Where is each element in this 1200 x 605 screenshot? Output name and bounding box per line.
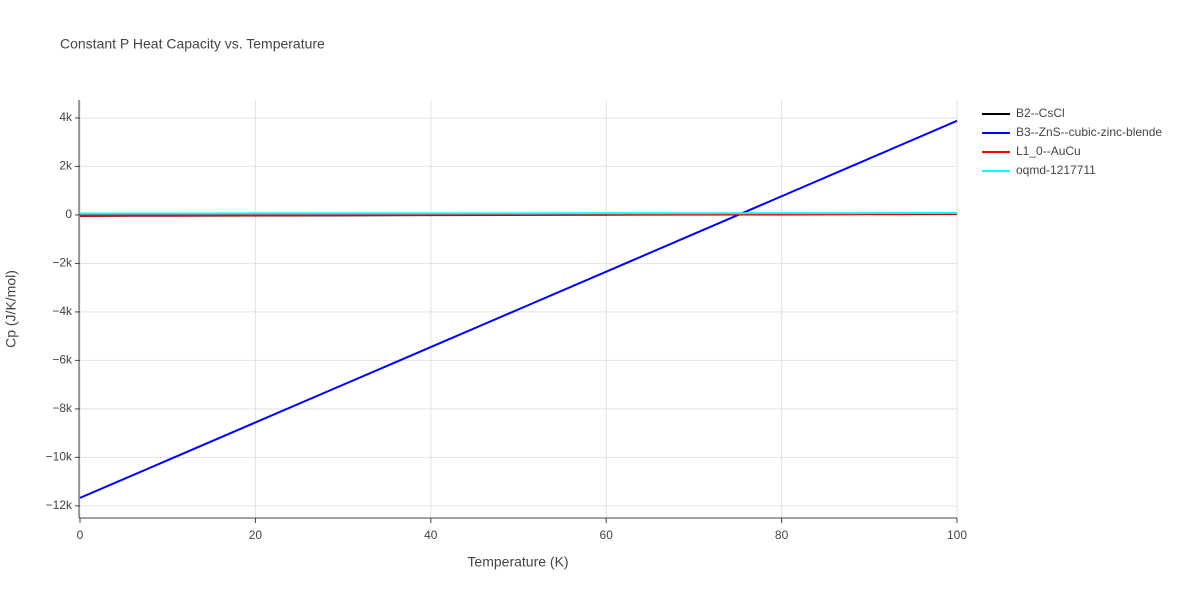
- legend-label: B3--ZnS--cubic-zinc-blende: [1016, 125, 1162, 139]
- plot-lines: [80, 121, 957, 498]
- y-tick-label: −10k: [46, 450, 73, 464]
- y-tick-label: 2k: [59, 159, 73, 173]
- legend-label: oqmd-1217711: [1016, 163, 1096, 177]
- y-tick-label: −4k: [52, 304, 73, 318]
- series-line: [80, 121, 957, 498]
- x-tick-label: 0: [77, 528, 84, 542]
- x-tick-label: 100: [947, 528, 967, 542]
- legend: B2--CsCl B3--ZnS--cubic-zinc-blende L1_0--…: [982, 106, 1162, 177]
- x-tick-label: 20: [249, 528, 263, 542]
- y-tick-label: 4k: [59, 110, 73, 124]
- y-tick-label: −12k: [46, 498, 73, 512]
- y-tick-label: −2k: [52, 256, 73, 270]
- legend-label: B2--CsCl: [1016, 106, 1065, 120]
- legend-label: L1_0--AuCu: [1016, 144, 1081, 158]
- x-tick-label: 40: [424, 528, 438, 542]
- y-tick-label: 0: [65, 207, 72, 221]
- y-tick-label: −8k: [52, 401, 73, 415]
- y-tick-label: −6k: [52, 353, 73, 367]
- y-axis-label: Cp (J/K/mol): [3, 270, 19, 348]
- x-tick-label: 80: [775, 528, 789, 542]
- x-axis-label: Temperature (K): [467, 554, 568, 570]
- chart-title: Constant P Heat Capacity vs. Temperature: [60, 36, 325, 52]
- x-tick-label: 60: [600, 528, 614, 542]
